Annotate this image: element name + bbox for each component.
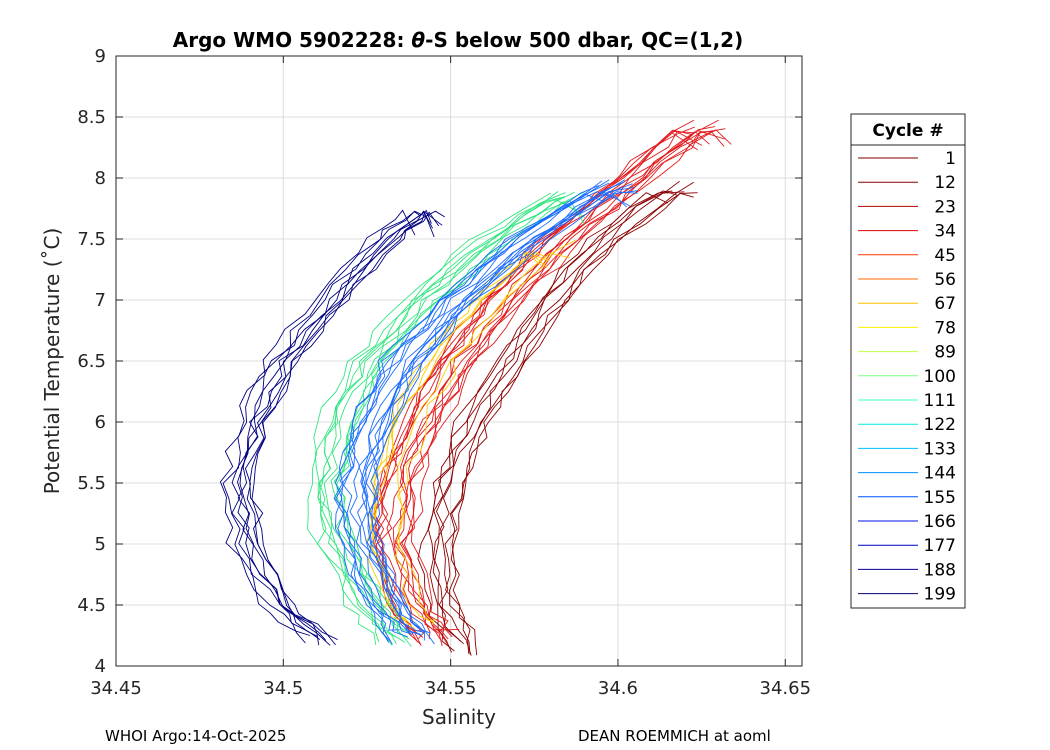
y-tick-label: 5 — [95, 534, 106, 555]
profile-line — [359, 181, 625, 636]
profile-line — [340, 182, 610, 638]
footer-right-text: DEAN ROEMMICH at aoml — [578, 727, 771, 745]
profile-line — [330, 199, 579, 631]
y-tick-label: 4 — [95, 656, 106, 677]
y-axis-label: Potential Temperature (˚C) — [40, 228, 64, 495]
legend-entry-label: 100 — [924, 367, 956, 387]
y-tick-label: 8.5 — [77, 107, 106, 128]
profile-lines — [219, 119, 732, 656]
profile-line — [371, 191, 638, 634]
legend-entry-label: 133 — [924, 439, 956, 459]
x-tick-label: 34.65 — [760, 678, 812, 699]
profile-line — [417, 192, 669, 652]
profile-line — [371, 190, 639, 645]
x-axis-label: Salinity — [422, 705, 496, 729]
y-tick-label: 6 — [95, 412, 106, 433]
profile-line — [222, 211, 420, 644]
legend-entry-label: 122 — [924, 415, 956, 435]
x-tick-label: 34.55 — [425, 678, 477, 699]
legend-title: Cycle # — [872, 121, 943, 141]
profile-line — [237, 209, 432, 638]
legend-entry-label: 67 — [934, 294, 956, 314]
legend-entry-label: 78 — [934, 318, 956, 338]
legend-entry-label: 199 — [924, 585, 956, 605]
legend-entry-label: 1 — [945, 149, 956, 169]
x-tick-label: 34.5 — [263, 678, 303, 699]
profile-line — [334, 185, 599, 643]
profile-line — [368, 253, 548, 630]
profile-line — [365, 183, 633, 641]
profile-line — [449, 181, 694, 656]
profile-line — [433, 180, 680, 645]
legend-entry-label: 56 — [934, 270, 956, 290]
legend-entry-label: 155 — [924, 488, 956, 508]
profile-line — [396, 239, 576, 622]
y-tick-label: 7 — [95, 290, 106, 311]
profile-line — [444, 192, 694, 655]
x-tick-label: 34.6 — [598, 678, 638, 699]
legend-box — [850, 113, 966, 609]
y-axis-ticks: 4 4.5 5 5.5 6 6.5 7 7.5 8 8.5 9 — [77, 46, 802, 677]
legend-entry-label: 23 — [934, 197, 956, 217]
profile-line — [394, 252, 571, 625]
profile-line — [399, 131, 725, 640]
y-tick-label: 7.5 — [77, 229, 106, 250]
y-tick-label: 6.5 — [77, 351, 106, 372]
profile-line — [339, 179, 610, 631]
profile-line — [317, 192, 566, 645]
profile-group — [219, 119, 732, 656]
y-tick-label: 8 — [95, 168, 106, 189]
profile-line — [231, 210, 426, 640]
legend-entry-label: 144 — [924, 464, 956, 484]
legend-entry-label: 12 — [934, 173, 956, 193]
legend-entry-label: 188 — [924, 560, 956, 580]
x-tick-label: 34.45 — [90, 678, 142, 699]
legend-entry-label: 89 — [934, 343, 956, 363]
legend-entry-label: 166 — [924, 512, 956, 532]
legend-entry-label: 177 — [924, 536, 956, 556]
legend-entry-label: 111 — [924, 391, 956, 411]
footer-left-text: WHOI Argo:14-Oct-2025 — [105, 727, 286, 745]
profile-line — [249, 210, 445, 641]
profile-line — [319, 196, 565, 646]
legend-entry-label: 34 — [934, 222, 956, 242]
profile-line — [314, 191, 559, 642]
profile-line — [450, 192, 698, 656]
chart-title: Argo WMO 5902228: θ-S below 500 dbar, QC… — [173, 28, 743, 52]
profile-line — [356, 179, 626, 636]
profile-line — [307, 192, 552, 645]
legend-entry-label: 45 — [934, 246, 956, 266]
y-tick-label: 4.5 — [77, 595, 106, 616]
x-axis-ticks: 34.45 34.5 34.55 34.6 34.65 — [90, 56, 811, 699]
profile-line — [403, 128, 726, 646]
profile-line — [427, 190, 673, 653]
profile-line — [219, 209, 416, 636]
profile-line — [394, 119, 720, 647]
profile-line — [361, 190, 628, 633]
legend: Cycle # 1 12 23 34 45 56 67 78 89 100 111 122 133 144… — [850, 113, 966, 609]
profile-line — [410, 129, 732, 631]
y-tick-label: 5.5 — [77, 473, 106, 494]
y-tick-label: 9 — [95, 46, 106, 67]
profile-line — [323, 191, 575, 643]
profile-line — [349, 191, 614, 635]
profile-line — [244, 211, 440, 646]
